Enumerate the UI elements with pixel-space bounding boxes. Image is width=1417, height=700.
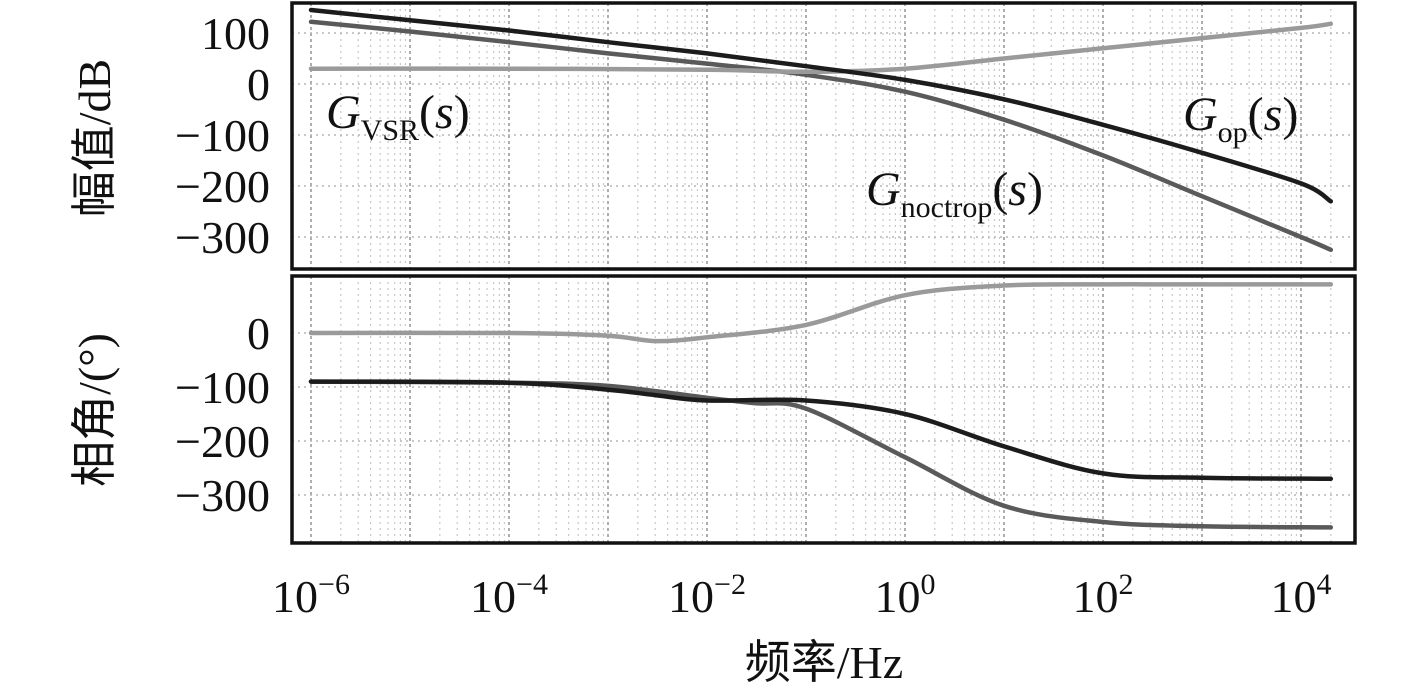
- x-tick-label: 10−4: [470, 568, 548, 622]
- curve-label-g-op-s: Gop(s): [1183, 88, 1298, 149]
- x-tick-label: 102: [1073, 568, 1134, 622]
- phase-axis-title: 相角/(°): [69, 333, 120, 487]
- magnitude-series-line-g-noctrop-s: [308, 7, 1334, 204]
- y-tick-label: 0: [247, 59, 270, 110]
- magnitude-series-line-g-vsr-s: [308, 19, 1334, 253]
- phase-series-line-g-noctrop-s: [308, 379, 1334, 482]
- y-tick-label: −100: [175, 362, 270, 413]
- y-tick-label: −200: [175, 416, 270, 467]
- magnitude-plot-frame: [290, 1, 1357, 271]
- curve-label-g-noctrop-s: Gnoctrop(s): [866, 163, 1043, 224]
- x-tick-label: 10−2: [668, 568, 746, 622]
- x-axis-title: 频率/Hz: [745, 637, 903, 688]
- magnitude-series-line-g-op-s: [308, 21, 1334, 75]
- y-tick-label: 0: [247, 308, 270, 359]
- x-tick-label: 100: [875, 568, 936, 622]
- y-tick-label: −300: [175, 470, 270, 521]
- phase-plot-frame: [290, 274, 1357, 545]
- y-tick-label: −100: [175, 110, 270, 161]
- grid-layer: [292, 3, 1355, 543]
- x-tick-label: 10−6: [272, 568, 350, 622]
- y-tick-label: 100: [201, 8, 270, 59]
- y-tick-label: −300: [175, 212, 270, 263]
- phase-series-line-g-op-s: [308, 282, 1334, 344]
- frame-layer: [290, 1, 1357, 545]
- magnitude-axis-title: 幅值/dB: [69, 59, 120, 217]
- series-layer: [308, 7, 1334, 530]
- y-tick-label: −200: [175, 161, 270, 212]
- x-tick-label: 104: [1271, 568, 1332, 622]
- curve-label-g-vsr-s: GVSR(s): [326, 86, 470, 147]
